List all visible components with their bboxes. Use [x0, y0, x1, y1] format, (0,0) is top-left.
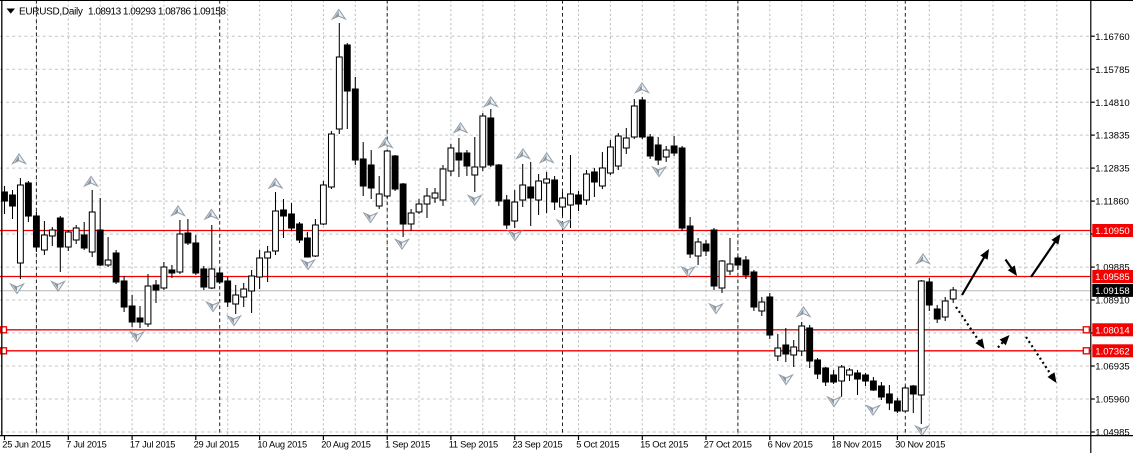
svg-text:23 Sep 2015: 23 Sep 2015: [513, 439, 563, 449]
svg-text:17 Jul 2015: 17 Jul 2015: [130, 439, 175, 449]
svg-text:1.16760: 1.16760: [1095, 32, 1129, 43]
svg-text:1.09585: 1.09585: [1095, 272, 1129, 283]
svg-text:1.15785: 1.15785: [1095, 65, 1129, 76]
svg-text:1.08014: 1.08014: [1095, 325, 1129, 336]
svg-text:1.09158: 1.09158: [1095, 286, 1129, 297]
svg-text:1.05960: 1.05960: [1095, 395, 1129, 406]
svg-text:18 Nov 2015: 18 Nov 2015: [831, 439, 881, 449]
svg-text:10 Aug 2015: 10 Aug 2015: [257, 439, 307, 449]
svg-text:27 Oct 2015: 27 Oct 2015: [704, 439, 752, 449]
svg-text:1.14810: 1.14810: [1095, 98, 1129, 109]
svg-text:1.12835: 1.12835: [1095, 164, 1129, 175]
svg-text:1.08910: 1.08910: [1095, 296, 1129, 307]
svg-text:25 Jun 2015: 25 Jun 2015: [2, 439, 51, 449]
svg-text:1.07362: 1.07362: [1095, 346, 1129, 357]
svg-text:1.06935: 1.06935: [1095, 362, 1129, 373]
svg-text:1.10950: 1.10950: [1095, 226, 1129, 237]
svg-text:1.04985: 1.04985: [1095, 428, 1129, 439]
svg-text:30 Nov 2015: 30 Nov 2015: [895, 439, 945, 449]
svg-text:1 Sep 2015: 1 Sep 2015: [385, 439, 430, 449]
svg-text:6 Nov 2015: 6 Nov 2015: [768, 439, 813, 449]
svg-text:1.09885: 1.09885: [1095, 263, 1129, 274]
svg-text:7 Jul 2015: 7 Jul 2015: [66, 439, 106, 449]
svg-text:11 Sep 2015: 11 Sep 2015: [449, 439, 498, 449]
svg-text:20 Aug 2015: 20 Aug 2015: [321, 439, 371, 449]
svg-text:5 Oct 2015: 5 Oct 2015: [576, 439, 619, 449]
svg-text:15 Oct 2015: 15 Oct 2015: [640, 439, 688, 449]
svg-text:29 Jul 2015: 29 Jul 2015: [194, 439, 239, 449]
svg-text:1.08913 1.09293 1.08786 1.0915: 1.08913 1.09293 1.08786 1.09158: [88, 7, 226, 18]
svg-text:1.13835: 1.13835: [1095, 131, 1129, 142]
svg-text:EURUSD,Daily: EURUSD,Daily: [19, 7, 83, 18]
svg-text:1.11860: 1.11860: [1095, 197, 1129, 208]
